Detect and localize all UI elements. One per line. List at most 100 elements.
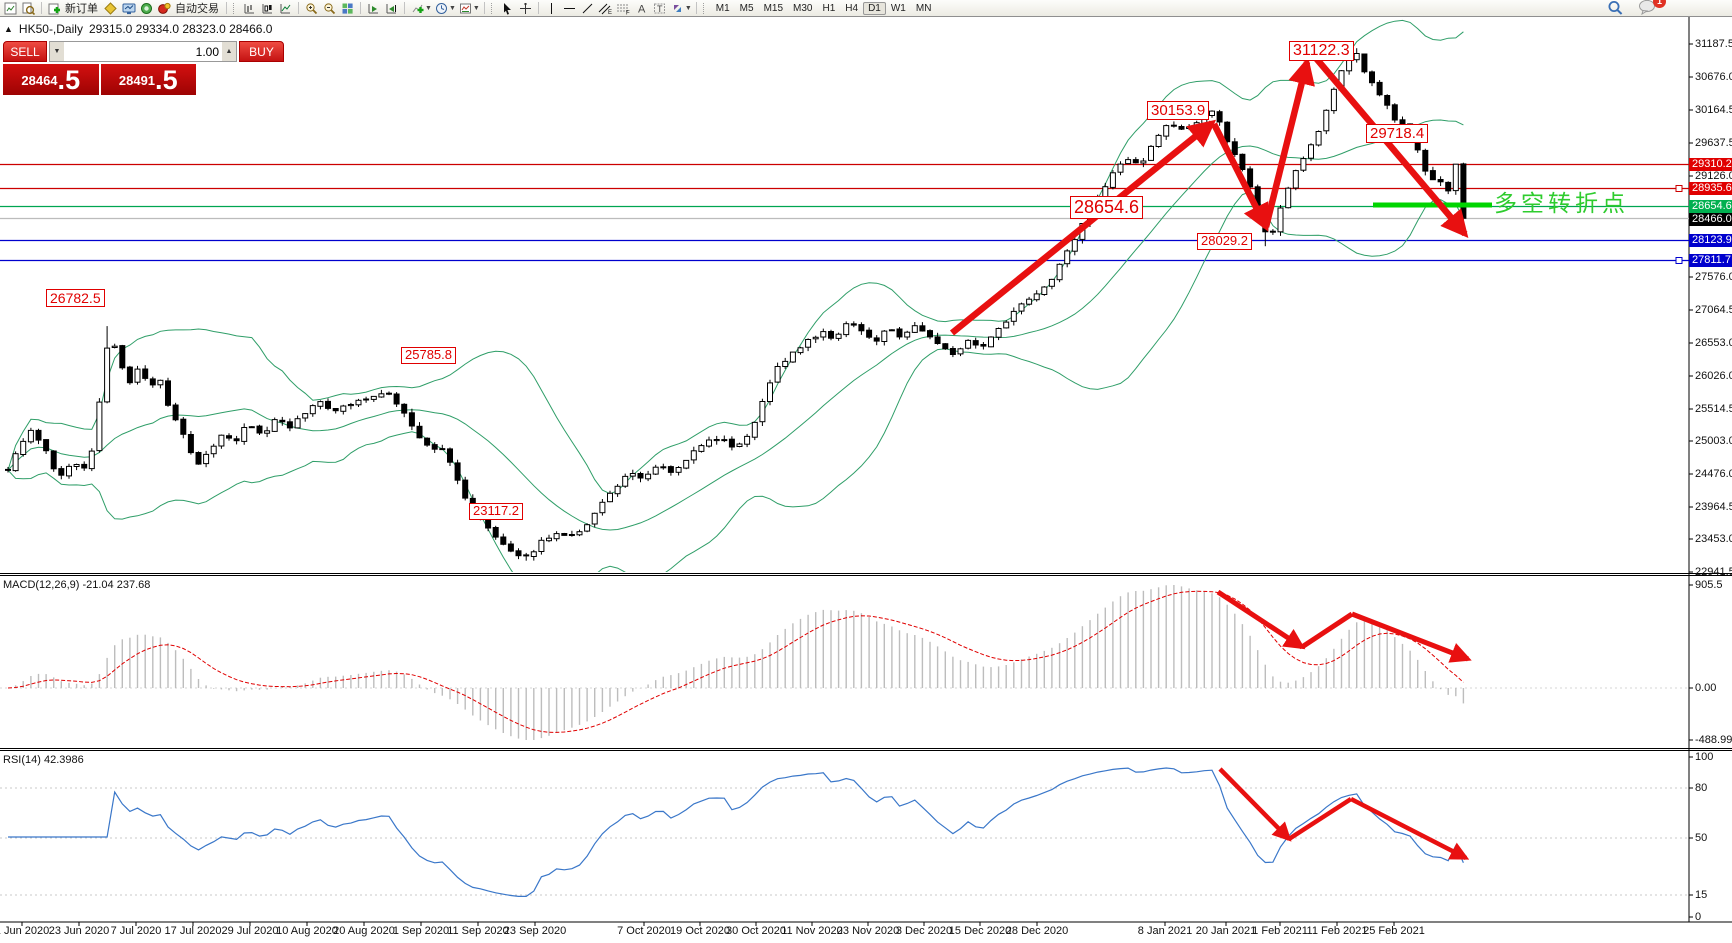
trendline-tool[interactable] (579, 1, 596, 15)
svg-text:T: T (657, 4, 663, 14)
toolbar-right-group: 1 (1607, 0, 1666, 18)
turning-point-annotation[interactable]: 多空转折点 (1494, 190, 1629, 216)
time-axis-label: 11 Nov 2020 (781, 925, 843, 937)
timeframe-button-m30[interactable]: M30 (793, 2, 813, 14)
text-label-tool[interactable]: T (651, 1, 668, 15)
time-axis-label: 7 Oct 2020 (617, 925, 671, 937)
price-badge: 28466.0 (1689, 213, 1732, 226)
price-annotation-box[interactable]: 28654.6 (1070, 196, 1144, 219)
price-axis-label: 31187.5 (1695, 38, 1732, 50)
price-axis-label: 29126.0 (1695, 170, 1732, 182)
strategy-tester-icon[interactable] (138, 1, 155, 15)
crosshair-tool-button[interactable] (517, 1, 534, 15)
price-annotation-box[interactable]: 29718.4 (1366, 124, 1429, 144)
volume-decrease-button[interactable]: ▼ (50, 42, 64, 61)
templates-dropdown-caret[interactable]: ▼ (472, 4, 480, 12)
macd-axis-label: 0.00 (1695, 682, 1717, 694)
timeframe-button-h4[interactable]: H4 (845, 2, 859, 14)
bar-chart-button[interactable] (241, 1, 258, 15)
price-badge: 27811.7 (1689, 254, 1732, 267)
search-icon[interactable] (1607, 1, 1624, 15)
time-axis-label: 28 Dec 2020 (1005, 925, 1069, 937)
chat-button[interactable]: 1 (1638, 0, 1666, 18)
price-badge: 28654.6 (1689, 200, 1732, 213)
price-trend-arrows[interactable] (949, 54, 1469, 336)
symbol-collapse-icon[interactable]: ▲ (4, 24, 13, 34)
price-axis-label: 27064.5 (1695, 304, 1732, 316)
auto-scroll-button[interactable] (365, 1, 382, 15)
timeframe-button-m1[interactable]: M1 (715, 2, 730, 14)
price-annotation-box[interactable]: 26782.5 (46, 289, 105, 308)
new-order-label[interactable]: 新订单 (65, 3, 98, 15)
terminal-icon[interactable] (120, 1, 137, 15)
vertical-line-tool[interactable] (543, 1, 560, 15)
volume-input[interactable] (64, 42, 222, 61)
new-order-button[interactable] (46, 1, 63, 15)
indicators-dropdown-caret[interactable]: ▼ (425, 4, 432, 12)
time-axis-label: 17 Jul 2020 (164, 925, 222, 937)
toolbar-separator (404, 2, 405, 14)
toolbar-separator (226, 2, 227, 14)
timeframe-button-mn[interactable]: MN (915, 2, 932, 14)
time-axis-label: 3 Dec 2020 (895, 925, 953, 937)
toolbar-grip (702, 2, 707, 14)
price-annotation-box[interactable]: 25785.8 (401, 347, 456, 364)
price-annotation-box[interactable]: 30153.9 (1147, 101, 1210, 121)
price-annotation-box[interactable]: 23117.2 (469, 503, 524, 520)
candlestick-chart-button[interactable] (259, 1, 276, 15)
timeframe-button-w1[interactable]: W1 (890, 2, 906, 14)
profiles-button[interactable] (20, 1, 37, 15)
price-axis-label: 22941.5 (1695, 566, 1732, 578)
macd-indicator-label: MACD(12,26,9) -21.04 237.68 (3, 579, 151, 591)
sell-price-panel[interactable]: 28464. 5 (3, 64, 99, 95)
volume-increase-button[interactable]: ▲ (222, 42, 236, 61)
autotrading-label[interactable]: 自动交易 (175, 3, 219, 15)
candles-layer (5, 48, 1467, 561)
rsi-axis-label: 15 (1695, 889, 1708, 901)
templates-button[interactable] (457, 1, 474, 15)
horizontal-line-tool[interactable] (561, 1, 578, 15)
chart-plot (0, 17, 1732, 926)
timeframe-button-h1[interactable]: H1 (822, 2, 836, 14)
buy-price-panel[interactable]: 28491. 5 (100, 64, 196, 95)
line-chart-button[interactable] (277, 1, 294, 15)
toolbar-separator (537, 2, 539, 14)
price-annotation-box[interactable]: 28029.2 (1197, 233, 1252, 250)
text-tool[interactable]: A (633, 1, 650, 15)
arrows-dropdown-caret[interactable]: ▼ (684, 4, 692, 12)
timeframe-button-d1[interactable]: D1 (863, 1, 886, 15)
price-axis-label: 26553.0 (1695, 337, 1732, 349)
zoom-in-button[interactable] (303, 1, 320, 15)
price-axis-label: 23964.5 (1695, 501, 1732, 513)
arrows-tool[interactable] (669, 1, 686, 15)
tile-windows-button[interactable] (339, 1, 356, 15)
fibonacci-tool[interactable]: F (615, 1, 632, 15)
macd-trend-arrows[interactable] (1216, 589, 1472, 663)
buy-button[interactable]: BUY (239, 41, 284, 62)
indicators-button[interactable] (409, 1, 426, 15)
chart-canvas[interactable] (0, 17, 1732, 943)
time-axis-label: 8 Jan 2021 (1137, 925, 1193, 937)
svg-text:E: E (608, 10, 612, 15)
cursor-tool-button[interactable] (499, 1, 516, 15)
periods-dropdown-caret[interactable]: ▼ (448, 4, 456, 12)
price-axis-label: 25003.0 (1695, 435, 1732, 447)
buy-price-dot: . (155, 65, 163, 95)
price-badge: 28123.9 (1689, 234, 1732, 247)
equidistant-channel-tool[interactable]: E (597, 1, 614, 15)
timeframe-button-m15[interactable]: M15 (763, 2, 784, 14)
new-chart-button[interactable] (2, 1, 19, 15)
periods-button[interactable] (433, 1, 450, 15)
chart-shift-button[interactable] (383, 1, 400, 15)
timeframe-button-m5[interactable]: M5 (739, 2, 754, 14)
chart-symbol-period: HK50-,Daily (18, 22, 83, 36)
autotrading-icon[interactable] (156, 1, 173, 15)
time-axis-label: 11 Feb 2021 (1306, 925, 1368, 937)
price-annotation-box[interactable]: 31122.3 (1289, 41, 1354, 62)
rsi-trend-arrows[interactable] (1218, 767, 1470, 861)
metaeditor-icon[interactable] (102, 1, 119, 15)
sell-button[interactable]: SELL (3, 41, 47, 62)
one-click-trading-widget: SELL ▼ ▲ BUY 28464.5 28491.5 (3, 41, 284, 95)
zoom-out-button[interactable] (321, 1, 338, 15)
toolbar-separator (483, 2, 485, 14)
